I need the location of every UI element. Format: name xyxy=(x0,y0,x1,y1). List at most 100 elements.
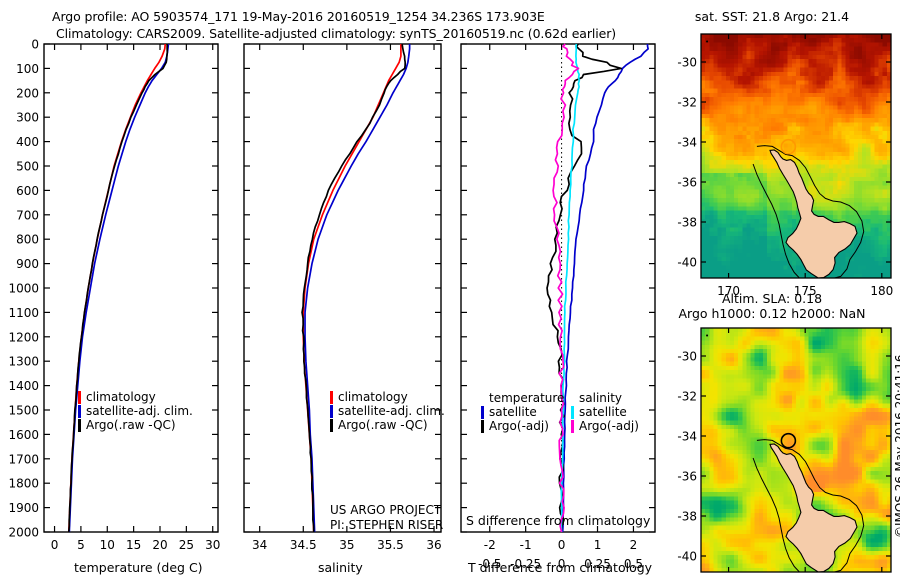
map-pixel xyxy=(849,71,855,77)
map-pixel xyxy=(853,252,859,258)
map-pixel xyxy=(758,109,764,115)
map-pixel xyxy=(742,97,748,102)
map-pixel xyxy=(866,265,871,271)
map-pixel xyxy=(812,164,818,170)
map-pixel xyxy=(857,445,863,451)
map-pixel xyxy=(866,214,871,220)
map-pixel xyxy=(746,227,752,233)
map-pixel xyxy=(833,386,838,392)
map-pixel xyxy=(717,235,723,241)
map-pixel xyxy=(709,147,714,153)
map-pixel xyxy=(857,42,863,48)
map-pixel xyxy=(849,92,855,98)
map-pixel xyxy=(725,344,731,350)
map-pixel xyxy=(758,428,764,434)
map-pixel xyxy=(775,357,781,363)
map-pixel xyxy=(833,407,838,413)
map-pixel xyxy=(750,424,756,430)
map-pixel xyxy=(701,42,706,48)
map-pixel xyxy=(841,504,847,510)
map-pixel xyxy=(800,67,805,73)
map-pixel xyxy=(779,353,785,359)
map-pixel xyxy=(717,479,723,485)
map-pixel xyxy=(754,223,760,229)
map-pixel xyxy=(750,147,756,153)
map-pixel xyxy=(845,433,851,438)
map-pixel xyxy=(725,450,731,455)
map-pixel xyxy=(878,496,884,502)
map-pixel xyxy=(787,122,793,128)
map-pixel xyxy=(812,500,818,506)
map-pixel xyxy=(738,105,743,111)
map-pixel xyxy=(857,403,863,409)
map-pixel xyxy=(701,273,706,278)
map-pixel xyxy=(862,227,867,233)
map-pixel xyxy=(829,134,834,140)
map-pixel xyxy=(833,462,838,468)
map-pixel xyxy=(878,97,884,102)
map-pixel xyxy=(804,164,809,170)
map-pixel xyxy=(750,71,756,77)
map-pixel xyxy=(833,344,838,350)
map-pixel xyxy=(701,500,706,506)
map-pixel xyxy=(734,113,739,119)
map-pixel xyxy=(783,424,789,430)
map-pixel xyxy=(845,92,851,98)
map-pixel xyxy=(853,172,859,178)
map-pixel xyxy=(866,206,871,212)
map-pixel xyxy=(849,365,855,371)
map-pixel xyxy=(882,164,888,170)
map-pixel xyxy=(750,454,756,460)
map-pixel xyxy=(800,42,805,48)
map-pixel xyxy=(853,378,859,384)
map-pixel xyxy=(762,492,768,497)
map-pixel xyxy=(816,34,822,39)
map-pixel xyxy=(750,185,756,191)
map-pixel xyxy=(812,328,818,333)
map-pixel xyxy=(816,328,822,333)
map-pixel xyxy=(758,164,764,170)
sla-map-title-line-2: Argo h1000: 0.12 h2000: NaN xyxy=(678,306,866,321)
map-pixel xyxy=(729,395,735,401)
map-pixel xyxy=(808,349,814,354)
map-pixel xyxy=(804,50,809,56)
legend-item-temp-satellite: satellite xyxy=(481,405,564,419)
map-pixel xyxy=(787,508,793,514)
map-pixel xyxy=(709,382,714,388)
map-pixel xyxy=(870,113,876,119)
map-pixel xyxy=(775,496,781,502)
map-pixel xyxy=(800,462,805,468)
map-pixel xyxy=(820,483,826,489)
map-pixel xyxy=(771,391,776,396)
map-pixel xyxy=(717,55,723,60)
map-pixel xyxy=(845,462,851,468)
map-pixel xyxy=(713,261,719,266)
map-pixel xyxy=(862,462,867,468)
map-pixel xyxy=(833,202,838,208)
map-pixel xyxy=(754,151,760,157)
map-pixel xyxy=(758,492,764,497)
map-pixel xyxy=(824,97,830,102)
map-pixel xyxy=(833,370,838,375)
map-pixel xyxy=(870,403,876,409)
map-pixel xyxy=(787,42,793,48)
map-pixel xyxy=(705,177,710,182)
map-pixel xyxy=(746,420,752,426)
map-pixel xyxy=(758,63,764,69)
map-pixel xyxy=(837,403,843,409)
map-pixel xyxy=(800,143,805,149)
map-pixel xyxy=(775,391,781,396)
map-pixel xyxy=(878,34,884,39)
map-pixel xyxy=(866,344,871,350)
map-pixel xyxy=(886,193,891,199)
map-pixel xyxy=(804,416,809,422)
map-pixel xyxy=(862,50,867,56)
map-pixel xyxy=(779,46,785,52)
map-pixel xyxy=(705,382,710,388)
map-pixel xyxy=(812,412,818,417)
map-pixel xyxy=(734,105,739,111)
map-pixel xyxy=(721,92,727,98)
map-pixel xyxy=(725,496,731,502)
map-pixel xyxy=(870,416,876,422)
